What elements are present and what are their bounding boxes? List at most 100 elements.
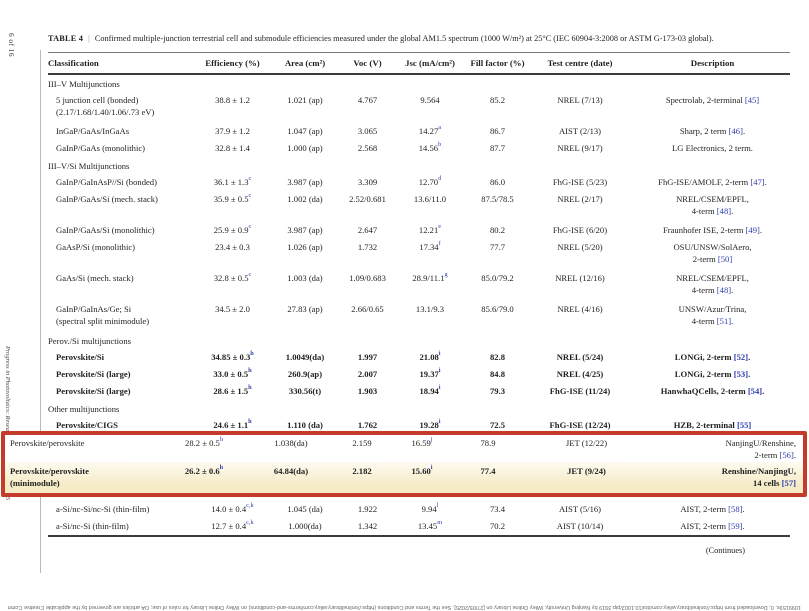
classification-line2: (2.17/1.68/1.40/1.06/.73 eV) <box>56 107 155 117</box>
value: NREL (5/20) <box>557 242 603 252</box>
footnote-link[interactable]: j <box>430 436 433 444</box>
footnote-link[interactable]: c,k <box>246 502 254 510</box>
citation-link[interactable]: [50] <box>717 254 733 264</box>
footnote-link[interactable]: a <box>438 124 442 132</box>
classification-cell: GaInP/GaInAsP//Si (bonded) <box>48 176 200 191</box>
footnote-link[interactable]: i <box>438 384 441 392</box>
footnote-link[interactable]: i <box>438 418 441 426</box>
citation-link[interactable]: [49] <box>745 225 760 235</box>
efficiency-cell: 25.9 ± 0.9c <box>200 223 265 239</box>
section-label: Perov./Si multijunctions <box>48 336 131 346</box>
value: 87.7 <box>489 143 506 153</box>
description-text: 4-term <box>691 206 717 216</box>
citation-link[interactable]: [56] <box>779 449 794 460</box>
footnote-link[interactable]: h <box>219 464 224 472</box>
section-label: III–V Multijunctions <box>48 79 120 89</box>
value: 1.003 (da) <box>287 273 323 283</box>
description-text: 4-term <box>691 316 717 326</box>
classification-line: Perovskite/perovskite <box>10 466 89 476</box>
citation-link[interactable]: [52] <box>733 352 749 362</box>
test-centre-cell: NREL (7/13) <box>525 94 635 123</box>
test-centre-cell: NREL (5/24) <box>525 351 635 366</box>
footnote-link[interactable]: h <box>248 418 252 426</box>
footnote-link[interactable]: g <box>444 271 448 279</box>
description-line: Spectrolab, 2-terminal [45] <box>635 94 790 106</box>
description-text: AIST, 2-term <box>680 504 729 514</box>
citation-link[interactable]: [46] <box>728 126 743 136</box>
value: NREL (12/16) <box>555 273 605 283</box>
footnote-link[interactable]: c <box>248 192 252 200</box>
value: 34.85 ± 0.3 <box>211 352 251 362</box>
footnote-link[interactable]: i <box>438 350 441 358</box>
citation-link[interactable]: [54] <box>747 386 763 396</box>
description-line: 4-term [48]. <box>635 205 790 217</box>
citation-link[interactable]: [48] <box>716 285 732 295</box>
citation-link[interactable]: [57] <box>781 477 796 488</box>
voc-cell: 2.159 <box>337 438 387 462</box>
footnote-link[interactable]: h <box>248 367 252 375</box>
citation-link[interactable]: [47] <box>750 177 765 187</box>
footnote-link[interactable]: l <box>436 502 439 510</box>
footnote-link[interactable]: c <box>248 223 252 231</box>
column-header-efficiency: Efficiency (%) <box>205 58 260 68</box>
value: 260.9(ap) <box>287 369 323 379</box>
footnote-link[interactable]: h <box>219 436 223 444</box>
value: 2.66/0.65 <box>351 304 384 314</box>
value: 86.7 <box>489 126 506 136</box>
description-cell: OSU/UNSW/SolAero, 2-term [50] <box>635 241 790 270</box>
footnote-link[interactable]: i <box>438 367 441 375</box>
footnote-link[interactable]: e <box>438 223 442 231</box>
column-header-classification: Classification <box>48 58 99 68</box>
area-cell: 1.002 (da) <box>265 193 345 222</box>
footnote-link[interactable]: m <box>437 519 443 527</box>
value: 9.564 <box>420 95 440 105</box>
classification-line: GaAsP/Si (monolithic) <box>56 242 136 252</box>
value: 1.903 <box>357 386 378 396</box>
citation-link[interactable]: [55] <box>736 420 752 430</box>
test-centre-cell: NREL (12/16) <box>525 272 635 301</box>
footnote-link[interactable]: i <box>430 464 433 472</box>
citation-link[interactable]: [45] <box>744 95 760 105</box>
footnote-link[interactable]: f <box>438 240 441 248</box>
section-label: III–V/Si Multijunctions <box>48 161 130 171</box>
test-centre-cell: NREL (9/17) <box>525 142 635 157</box>
table-row: GaInP/GaAs/Si (mech. stack) 35.9 ± 0.5c 1.… <box>48 191 790 222</box>
description-cell: Renshine/NanjingU, 14 cells [57] <box>654 466 803 493</box>
footnote-link[interactable]: d <box>438 175 442 183</box>
citation-link[interactable]: [53] <box>733 369 749 379</box>
description-cell: NREL/CSEM/EPFL, 4-term [48]. <box>635 272 790 301</box>
section-header-row: III–V Multijunctions <box>48 75 790 92</box>
description-text: Renshine/NanjingU, <box>721 466 796 476</box>
test-centre-cell: AIST (5/16) <box>525 503 635 518</box>
footnote-link[interactable]: b <box>438 141 442 149</box>
classification-cell: a-Si/nc-Si/nc-Si (thin-film) <box>48 503 200 518</box>
value: 1.732 <box>357 242 378 252</box>
citation-link[interactable]: [51] <box>716 316 732 326</box>
value: NREL (4/16) <box>557 304 603 314</box>
column-header-voc: Voc (V) <box>353 58 382 68</box>
efficiency-cell: 36.1 ± 1.3c <box>200 175 265 191</box>
fill-factor-cell: 72.5 <box>470 419 525 434</box>
footnote-link[interactable]: h <box>248 384 252 392</box>
fill-factor-cell: 70.2 <box>470 520 525 535</box>
value: 2.007 <box>357 369 378 379</box>
footnote-link[interactable]: c <box>248 175 252 183</box>
citation-link[interactable]: [58] <box>728 504 743 514</box>
footnote-link[interactable]: h <box>250 350 254 358</box>
table-row: GaInP/GaAs/Si (monolithic) 25.9 ± 0.9c 3.9… <box>48 222 790 239</box>
column-header-area: Area (cm²) <box>284 58 326 68</box>
value: 3.065 <box>357 126 378 136</box>
caption-separator: | <box>88 34 90 43</box>
footnote-link[interactable]: c <box>248 271 252 279</box>
citation-link[interactable]: [59] <box>728 521 743 531</box>
footnote-link[interactable]: c,k <box>246 519 254 527</box>
efficiency-cell: 34.5 ± 2.0 <box>200 303 265 332</box>
description-cell: Sharp, 2 term [46]. <box>635 125 790 140</box>
citation-link[interactable]: [48] <box>716 206 732 216</box>
description-cell: HanwhaQCells, 2-term [54]. <box>635 385 790 400</box>
value: 73.4 <box>489 504 506 514</box>
fill-factor-cell: 86.7 <box>470 125 525 140</box>
description-cell: NREL/CSEM/EPFL, 4-term [48]. <box>635 193 790 222</box>
voc-cell: 2.52/0.681 <box>345 193 390 222</box>
classification-cell: Perovskite/perovskite (minimodule) <box>5 466 163 493</box>
